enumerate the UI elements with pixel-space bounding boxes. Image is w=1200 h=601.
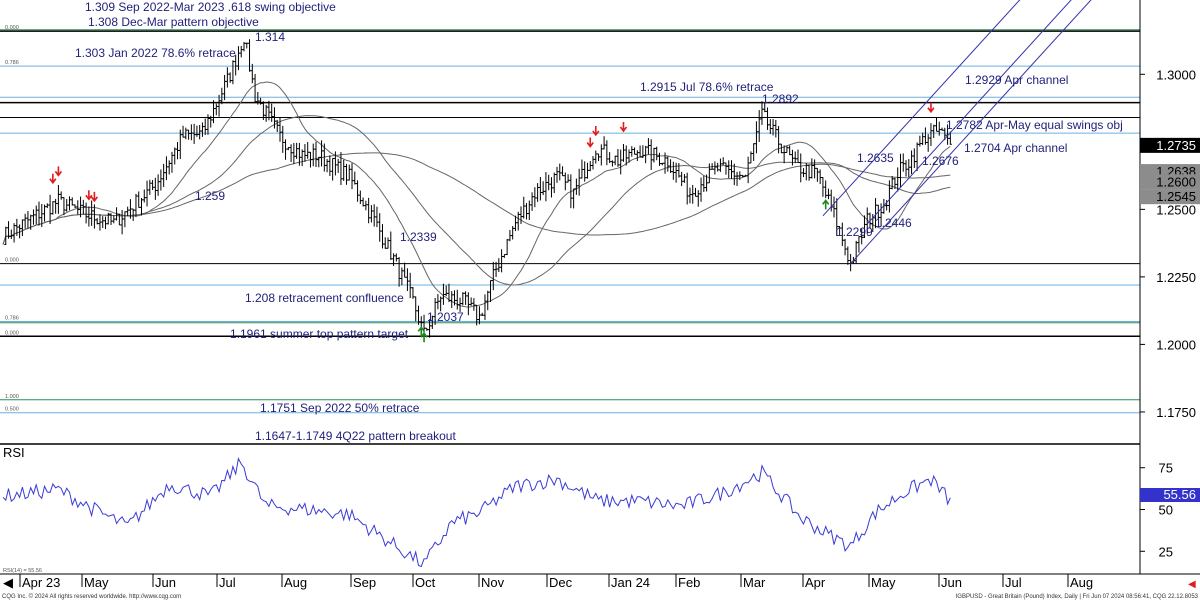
horizontal-levels: 0.000 0.786 0.000 0.786 0.000 1.000 0.500 — [0, 25, 1140, 414]
down-arrow-icon — [619, 122, 628, 133]
annotation-label: 1.2704 Apr channel — [964, 141, 1067, 155]
rsi-value: 55.56 — [1163, 487, 1196, 502]
annotation-label: 1.2037 — [427, 310, 464, 324]
annotation-label: 1.2782 Apr-May equal swings obj — [946, 118, 1123, 132]
annotation-label: 1.314 — [255, 30, 285, 44]
annotations: 1.309 Sep 2022-Mar 2023 .618 swing objec… — [75, 0, 1123, 443]
annotation-label: 1.2915 Jul 78.6% retrace — [640, 80, 774, 94]
level-tag: 0.000 — [5, 25, 19, 31]
level-tag: 0.786 — [5, 315, 19, 321]
month-label: Mar — [743, 575, 766, 590]
month-label: May — [84, 575, 109, 590]
price-tick-label: 1.2250 — [1156, 270, 1196, 285]
annotation-label: 1.2676 — [922, 154, 959, 168]
signal-arrows — [49, 102, 935, 343]
price-box — [1140, 174, 1200, 190]
price-tick-label: 1.3000 — [1156, 67, 1196, 82]
channel-line — [850, 0, 1092, 264]
annotation-label: 1.2892 — [762, 92, 799, 106]
price-box-label: 1.2735 — [1156, 138, 1196, 153]
down-arrow-icon — [54, 166, 63, 177]
month-label: Jul — [1005, 575, 1022, 590]
month-label: Dec — [549, 575, 573, 590]
up-arrow-icon — [417, 326, 425, 337]
down-arrow-icon — [586, 137, 594, 148]
annotation-label: 1.259 — [195, 189, 225, 203]
down-arrow-icon — [927, 102, 935, 114]
price-box — [1140, 137, 1200, 153]
rsi-line-path — [2, 457, 951, 568]
annotation-label: 1.2299 — [836, 225, 873, 239]
annotation-label: 1.2339 — [400, 230, 437, 244]
scroll-right-icon[interactable]: ◀ — [1188, 579, 1196, 590]
month-label: Apr — [805, 575, 826, 590]
price-box-label: 1.2600 — [1156, 174, 1196, 189]
trend-channel — [822, 0, 1092, 264]
annotation-label: 1.208 retracement confluence — [245, 291, 404, 305]
annotation-label: 1.303 Jan 2022 78.6% retrace — [75, 46, 236, 60]
rsi-tick-label: 50 — [1159, 503, 1173, 518]
level-tag: 0.500 — [5, 407, 19, 413]
level-tag: 0.000 — [5, 330, 19, 336]
up-arrow-icon — [420, 331, 428, 343]
month-label: Apr 23 — [22, 575, 60, 590]
price-tick-label: 1.2500 — [1156, 202, 1196, 217]
month-label: Sep — [353, 575, 376, 590]
annotation-label: 1.1961 summer top pattern target — [230, 327, 409, 341]
price-bars — [4, 39, 952, 338]
month-label: Jun — [941, 575, 962, 590]
down-arrow-icon — [592, 125, 600, 137]
channel-line — [822, 0, 1021, 217]
moving-average-line — [2, 152, 951, 245]
month-label: Jul — [219, 575, 236, 590]
footer-right: IGBPUSD - Great Britain (Pound) Index, D… — [956, 594, 1199, 600]
channel-line — [866, 0, 1072, 225]
month-label: Aug — [1070, 575, 1093, 590]
footer-left: CQG Inc. © 2024 All rights reserved worl… — [2, 593, 181, 600]
down-arrow-icon — [49, 173, 57, 185]
rsi-label: RSI — [3, 445, 25, 460]
rsi-tick-label: 75 — [1159, 461, 1173, 476]
annotation-label: 1.1647-1.1749 4Q22 pattern breakout — [255, 429, 456, 443]
down-arrow-icon — [90, 191, 99, 203]
level-tag: 0.786 — [5, 60, 19, 66]
price-tick-label: 1.2000 — [1156, 337, 1196, 352]
annotation-label: 1.2929 Apr channel — [965, 73, 1068, 87]
annotation-label: 1.308 Dec-Mar pattern objective — [88, 15, 259, 29]
month-label: May — [871, 575, 896, 590]
price-box — [1140, 189, 1200, 205]
annotation-label: 1.2635 — [857, 151, 894, 165]
rsi-value-box — [1140, 488, 1200, 502]
time-axis: Apr 23 May Jun Jul Aug Sep Oct Nov Dec Jan 24 Feb M… — [19, 574, 1093, 590]
rsi-tick-label: 25 — [1159, 544, 1173, 559]
annotation-label: 1.2446 — [875, 216, 912, 230]
annotation-label: 1.309 Sep 2022-Mar 2023 .618 swing objec… — [85, 0, 336, 14]
month-label: Jun — [155, 575, 176, 590]
month-label: Feb — [678, 575, 700, 590]
level-tag: 0.000 — [5, 258, 19, 264]
down-arrow-icon — [85, 190, 93, 201]
rsi-period-label: RSI(14) = 55.56 — [3, 568, 42, 574]
price-tick-label: 1.1750 — [1156, 405, 1196, 420]
month-label: Aug — [284, 575, 307, 590]
month-label: Jan 24 — [611, 575, 650, 590]
scroll-left-icon[interactable]: ◀ — [3, 575, 13, 590]
level-tag: 1.000 — [5, 394, 19, 400]
rsi-line — [2, 457, 951, 568]
annotation-label: 1.1751 Sep 2022 50% retrace — [260, 401, 420, 415]
month-label: Nov — [481, 575, 505, 590]
up-arrow-icon — [822, 199, 830, 210]
price-box-label: 1.2545 — [1156, 189, 1196, 204]
rsi-axis: 75 50 25 — [1140, 461, 1173, 559]
month-label: Oct — [415, 575, 436, 590]
